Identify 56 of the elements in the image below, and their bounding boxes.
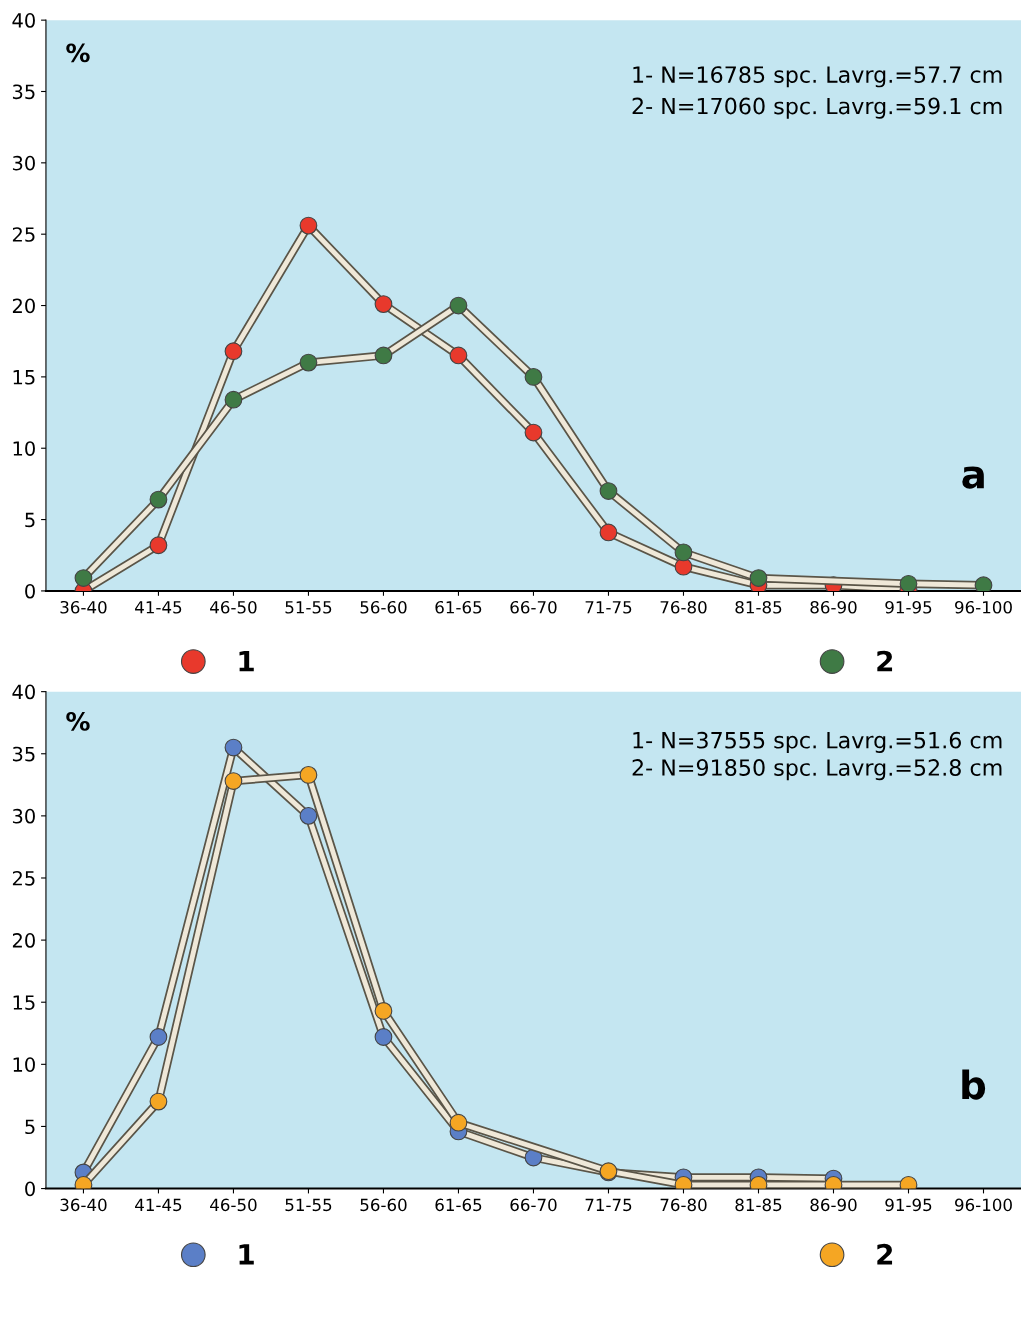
- y-tick-label: 20: [12, 298, 35, 314]
- annotation: a: [962, 466, 984, 489]
- legend-label: 2: [877, 650, 893, 672]
- x-tick-label: 96-100: [955, 600, 1012, 614]
- annotation: %: [66, 43, 90, 63]
- x-tick-label: 71-75: [585, 601, 632, 614]
- x-tick-label: 36-40: [60, 600, 107, 614]
- x-tick-label: 71-75: [585, 1198, 632, 1212]
- x-tick-label: 56-60: [360, 1198, 407, 1212]
- x-tick-label: 81-85: [735, 600, 782, 614]
- x-tick-label: 46-50: [210, 1198, 257, 1212]
- y-tick-label: 25: [12, 227, 35, 242]
- annotation: 1- N=16785 spc. Lavrg.=57.7 cm: [633, 66, 1002, 88]
- x-tick-label: 36-40: [60, 1198, 107, 1212]
- y-tick-label: 5: [25, 1119, 35, 1135]
- y-tick-label: 25: [12, 870, 35, 886]
- x-tick-label: 46-50: [210, 600, 257, 614]
- y-tick-label: 0: [25, 583, 35, 599]
- x-tick-label: 91-95: [885, 1198, 932, 1212]
- x-tick-label: 91-95: [885, 600, 932, 614]
- y-tick-label: 20: [12, 933, 35, 948]
- x-tick-label: 96-100: [955, 1198, 1012, 1212]
- y-tick-label: 10: [13, 1057, 35, 1072]
- y-tick-label: 40: [12, 13, 35, 28]
- x-tick-label: 51-55: [285, 601, 332, 614]
- y-tick-label: 15: [13, 995, 35, 1010]
- x-tick-label: 86-90: [810, 1198, 857, 1212]
- x-tick-label: 86-90: [810, 600, 857, 614]
- x-tick-label: 66-70: [510, 600, 557, 614]
- legend-label: 2: [877, 1243, 893, 1265]
- legend-label: 1: [239, 651, 254, 672]
- x-tick-label: 41-45: [135, 1198, 182, 1212]
- y-tick-label: 35: [12, 746, 35, 762]
- x-tick-label: 66-70: [510, 1198, 557, 1212]
- annotation: 2- N=17060 spc. Lavrg.=59.1 cm: [632, 97, 1002, 119]
- y-tick-label: 15: [13, 370, 35, 385]
- x-tick-label: 51-55: [285, 1198, 332, 1212]
- annotation: 2- N=91850 spc. Lavrg.=52.8 cm: [632, 759, 1002, 781]
- annotation: 1- N=37555 spc. Lavrg.=51.6 cm: [633, 731, 1002, 753]
- x-tick-label: 81-85: [735, 1198, 782, 1212]
- y-tick-label: 35: [12, 84, 35, 100]
- x-tick-label: 76-80: [660, 600, 707, 614]
- legend-label: 1: [239, 1244, 254, 1265]
- annotation: b: [962, 1069, 986, 1100]
- annotation: %: [66, 711, 90, 731]
- y-tick-label: 10: [13, 441, 35, 456]
- y-tick-label: 30: [12, 808, 35, 824]
- y-tick-label: 30: [12, 155, 35, 171]
- x-tick-label: 61-65: [435, 600, 482, 614]
- x-tick-label: 61-65: [435, 1198, 482, 1212]
- y-tick-label: 40: [12, 684, 35, 700]
- y-tick-label: 0: [25, 1181, 35, 1197]
- x-tick-label: 41-45: [135, 601, 182, 614]
- x-tick-label: 76-80: [660, 1198, 707, 1212]
- y-tick-label: 5: [25, 512, 35, 528]
- x-tick-label: 56-60: [360, 600, 407, 614]
